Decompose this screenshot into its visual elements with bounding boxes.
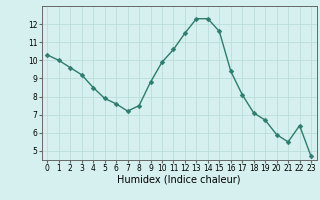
X-axis label: Humidex (Indice chaleur): Humidex (Indice chaleur) <box>117 175 241 185</box>
